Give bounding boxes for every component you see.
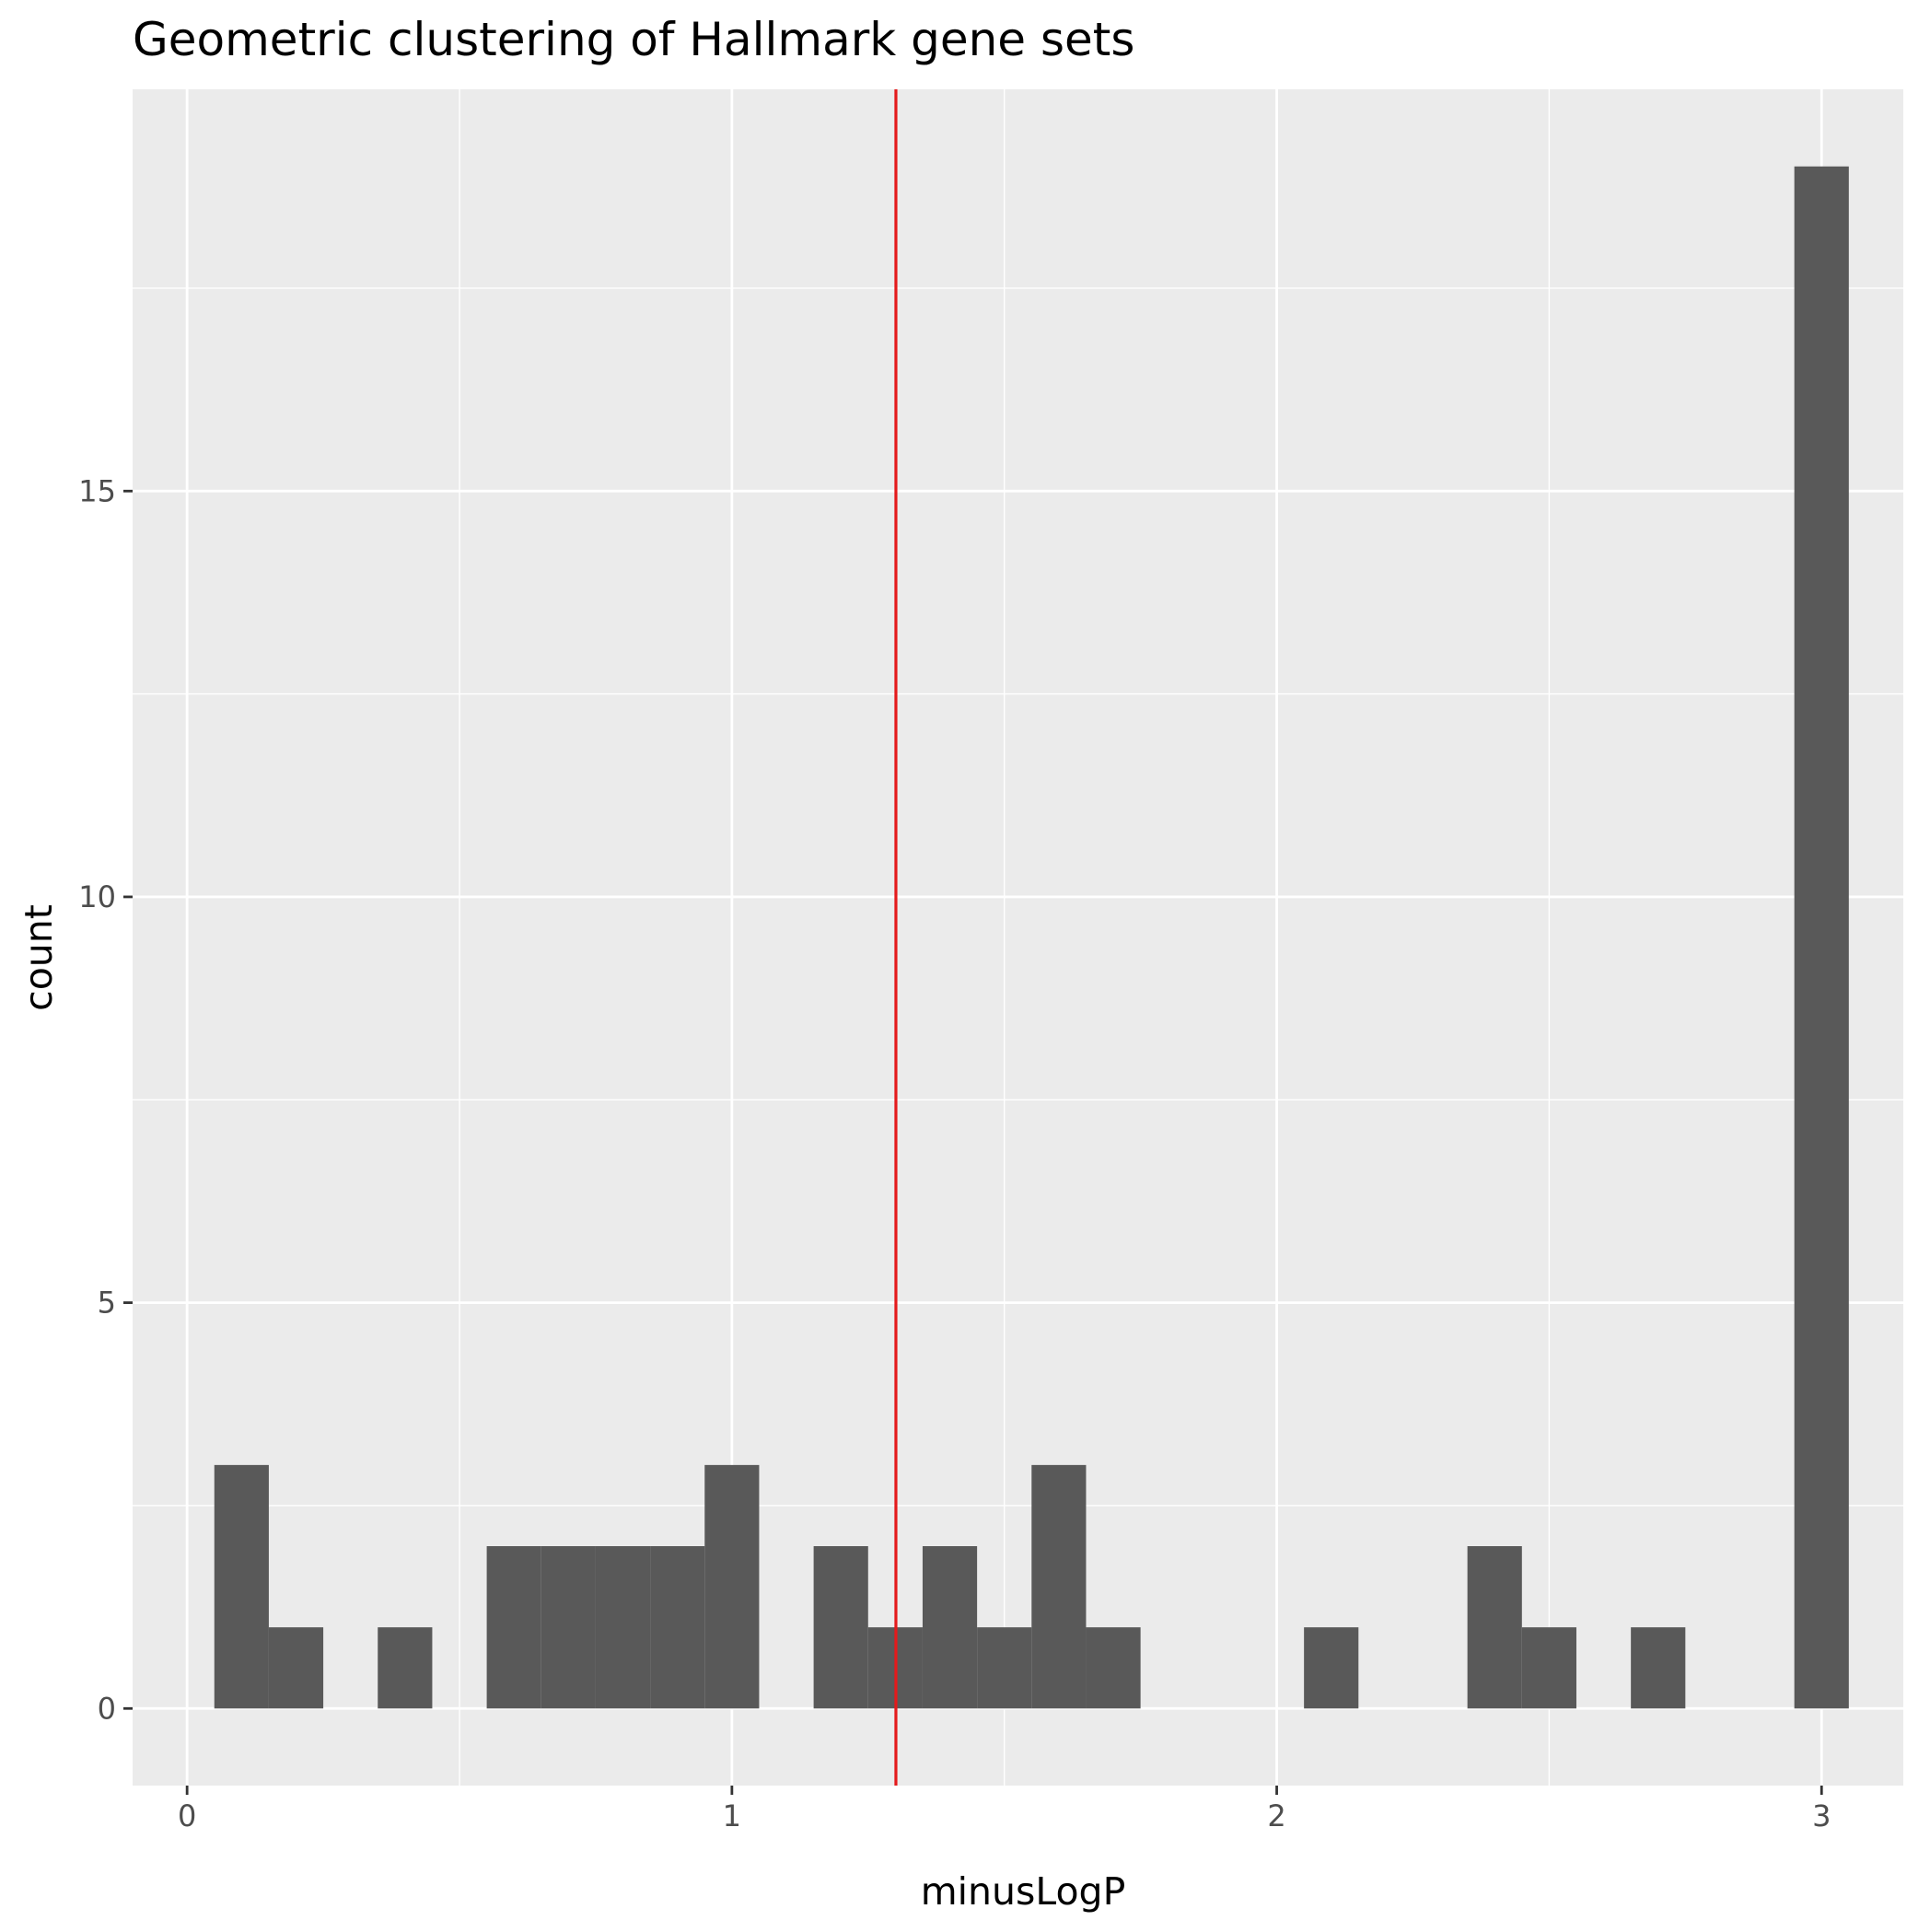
histogram-bar — [704, 1464, 760, 1709]
histogram-bar — [486, 1546, 541, 1709]
histogram-bar — [214, 1464, 269, 1709]
histogram-bar — [1794, 166, 1849, 1709]
histogram-bar — [1086, 1627, 1141, 1709]
histogram-bar — [922, 1546, 978, 1709]
x-tick-label: 0 — [178, 1798, 196, 1833]
y-tick-label: 0 — [98, 1691, 116, 1726]
histogram-bar — [1031, 1464, 1087, 1709]
y-tick-label: 15 — [78, 473, 116, 508]
histogram-bar — [541, 1546, 596, 1709]
chart-title: Geometric clustering of Hallmark gene se… — [133, 13, 1134, 66]
x-axis-label: minusLogP — [921, 1869, 1126, 1914]
histogram-bar — [1304, 1627, 1359, 1709]
x-tick-label: 1 — [723, 1798, 741, 1833]
histogram-bar — [813, 1546, 868, 1709]
plot-panel — [133, 89, 1903, 1786]
x-axis-ticks: 0 1 2 3 — [178, 1786, 1831, 1833]
y-axis-label: count — [17, 904, 61, 1011]
histogram-bar — [378, 1627, 433, 1709]
x-tick-label: 2 — [1267, 1798, 1285, 1833]
histogram-bar — [268, 1627, 324, 1709]
y-axis-ticks: 0 5 10 15 — [78, 473, 133, 1726]
histogram-bar — [650, 1546, 705, 1709]
x-tick-label: 3 — [1812, 1798, 1831, 1833]
grid-minor-lines — [133, 89, 1903, 1786]
histogram-bars — [214, 166, 1849, 1709]
y-tick-label: 5 — [98, 1286, 116, 1321]
y-tick-label: 10 — [78, 879, 116, 914]
histogram-bar — [1521, 1627, 1576, 1709]
histogram-bar — [595, 1546, 651, 1709]
histogram-bar — [977, 1627, 1032, 1709]
histogram-bar — [1631, 1627, 1686, 1709]
histogram-bar — [1467, 1546, 1522, 1709]
